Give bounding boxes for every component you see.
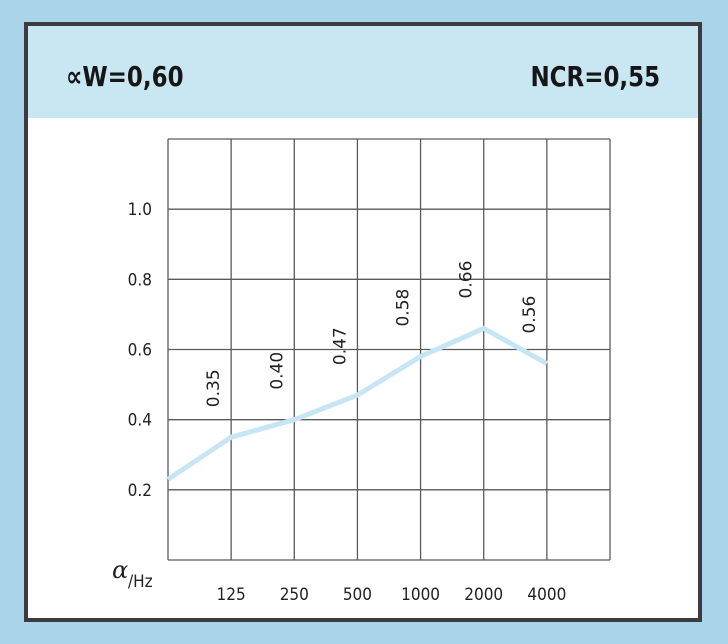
x-tick-label: 2000 [464, 585, 503, 605]
data-label: 0.35 [204, 369, 224, 407]
x-tick-label: 4000 [527, 585, 566, 605]
data-label: 0.58 [394, 289, 414, 327]
rating-header: ∝W=0,60 NCR=0,55 [28, 26, 698, 118]
x-tick-label: 500 [343, 585, 372, 605]
ncr-rating: NCR=0,55 [530, 60, 660, 93]
x-tick-label: 125 [217, 585, 246, 605]
y-axis-label-unit: /Hz [128, 572, 153, 592]
alpha-w-rating: ∝W=0,60 [66, 60, 184, 93]
series-layer [166, 325, 549, 482]
y-tick-label: 0.8 [128, 270, 152, 290]
y-tick-label: 1.0 [128, 200, 152, 220]
absorption-chart: 0.2 0.4 0.6 0.8 1.0 125 250 500 1000 2000 4000 0.… [112, 138, 611, 605]
x-tick-label: 1000 [401, 585, 440, 605]
x-tick-label: 250 [280, 585, 309, 605]
data-label: 0.56 [520, 296, 540, 334]
x-axis-ticks: 125 250 500 1000 2000 4000 [217, 585, 567, 605]
y-tick-label: 0.6 [128, 341, 152, 361]
chart-grid [167, 138, 611, 561]
y-axis-ticks: 0.2 0.4 0.6 0.8 1.0 [128, 200, 152, 501]
data-label: 0.47 [330, 327, 350, 365]
data-label: 0.40 [267, 352, 287, 390]
data-label: 0.66 [457, 261, 477, 299]
y-tick-label: 0.2 [128, 481, 152, 501]
y-axis-label-alpha: α [112, 556, 128, 584]
data-labels: 0.35 0.40 0.47 0.58 0.66 0.56 [204, 261, 540, 408]
chart-card: ∝W=0,60 NCR=0,55 0.2 0.4 0.6 0.8 1.0 125 250 5… [24, 22, 702, 622]
series-line [166, 325, 549, 482]
y-tick-label: 0.4 [128, 411, 152, 431]
